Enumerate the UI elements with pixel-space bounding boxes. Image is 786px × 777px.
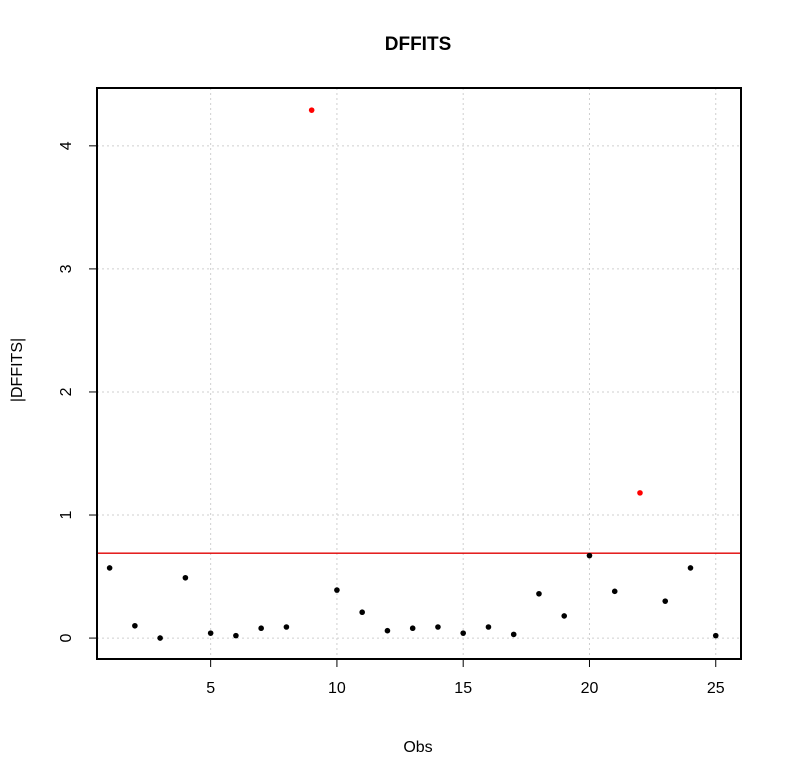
data-point [132, 622, 138, 629]
x-tick-label: 20 [581, 680, 599, 697]
data-point [662, 598, 669, 604]
y-axis: 0 1 2 3 4 [58, 141, 97, 643]
influential-point [637, 490, 643, 496]
data-point [106, 565, 113, 571]
data-point [561, 613, 568, 619]
data-point [536, 590, 542, 597]
data-point [409, 625, 416, 632]
data-point [207, 630, 214, 636]
x-tick-label: 10 [328, 680, 346, 697]
y-tick-label: 1 [58, 510, 75, 519]
data-point [283, 624, 290, 630]
data-point [510, 631, 517, 638]
data-point [687, 565, 694, 571]
x-tick-label: 15 [454, 680, 472, 697]
influential-point [308, 107, 315, 113]
points-layer [106, 107, 719, 641]
y-tick-label: 0 [58, 634, 75, 643]
data-point [586, 552, 593, 559]
data-point [460, 630, 466, 636]
x-tick-label: 25 [707, 680, 725, 697]
chart-title: DFFITS [385, 34, 452, 55]
y-tick-label: 4 [58, 141, 75, 150]
y-axis-label: |DFFITS| [9, 338, 26, 402]
data-point [233, 632, 239, 639]
y-tick-label: 2 [58, 387, 75, 396]
data-point [485, 624, 492, 630]
data-point [258, 625, 264, 632]
data-point [334, 587, 340, 593]
data-point [359, 609, 365, 616]
grid [97, 88, 741, 659]
x-axis: 5 10 15 20 25 [206, 659, 725, 697]
x-tick-label: 5 [206, 680, 215, 697]
data-point [611, 588, 618, 595]
data-point [435, 624, 441, 630]
x-axis-label: Obs [403, 739, 432, 756]
data-point [384, 627, 391, 634]
data-point [712, 632, 719, 639]
plot-frame [96, 87, 742, 660]
data-point [157, 635, 163, 641]
data-point [182, 574, 189, 581]
y-tick-label: 3 [58, 264, 75, 273]
